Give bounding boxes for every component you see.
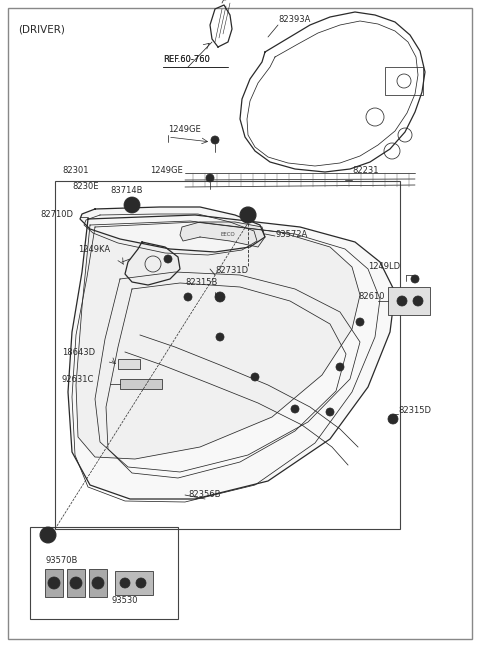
Bar [385,67,423,95]
Text: (DRIVER): (DRIVER) [18,24,65,34]
Circle shape [184,293,192,301]
Bar [67,569,85,597]
Text: 93570B: 93570B [45,556,77,565]
Circle shape [120,578,130,588]
Circle shape [291,405,299,413]
Text: 82393A: 82393A [278,15,311,24]
Text: 82356B: 82356B [189,490,221,499]
Bar [45,569,63,597]
Text: 82610: 82610 [358,292,384,301]
Text: 8230E: 8230E [72,182,98,191]
Text: 82231: 82231 [352,166,379,175]
Bar [388,287,430,315]
Circle shape [124,197,140,213]
Circle shape [164,255,172,263]
Circle shape [136,578,146,588]
Text: 1249GE: 1249GE [168,125,201,134]
Circle shape [356,318,364,326]
Circle shape [40,527,56,543]
Bar [118,359,140,369]
Text: REF.60-760: REF.60-760 [163,55,210,64]
Text: 82731D: 82731D [215,266,248,275]
Text: 82710D: 82710D [40,210,73,219]
Text: 92631C: 92631C [62,375,95,384]
Circle shape [240,207,256,223]
Circle shape [388,414,398,424]
Polygon shape [80,207,265,252]
Circle shape [411,275,419,283]
Circle shape [70,577,82,589]
Text: REF.60-760: REF.60-760 [163,55,210,64]
Bar [89,569,107,597]
Text: 83714B: 83714B [110,186,143,195]
Circle shape [413,296,423,306]
Circle shape [215,292,225,302]
Bar [115,571,153,595]
Text: EECO: EECO [221,232,235,237]
Text: 1249KA: 1249KA [78,245,110,254]
Text: 1249GE: 1249GE [150,166,183,175]
Circle shape [92,577,104,589]
Bar [55,181,400,529]
Circle shape [206,174,214,182]
Text: 82315D: 82315D [398,406,431,415]
Circle shape [326,408,334,416]
Circle shape [48,577,60,589]
Polygon shape [125,242,180,285]
Circle shape [211,136,219,144]
Polygon shape [180,222,265,247]
Circle shape [397,296,407,306]
Text: 93572A: 93572A [275,230,307,239]
Text: 82301: 82301 [62,166,88,175]
Bar [30,527,178,619]
Text: 93530: 93530 [112,596,139,605]
Circle shape [216,333,224,341]
Circle shape [251,373,259,381]
Text: 1249LD: 1249LD [368,262,400,271]
Polygon shape [76,221,360,459]
Text: a: a [246,210,251,219]
Polygon shape [68,215,395,499]
Circle shape [336,363,344,371]
Text: 82315B: 82315B [185,278,217,287]
Bar [120,379,162,389]
Text: a: a [46,531,50,540]
Text: 18643D: 18643D [62,348,95,357]
